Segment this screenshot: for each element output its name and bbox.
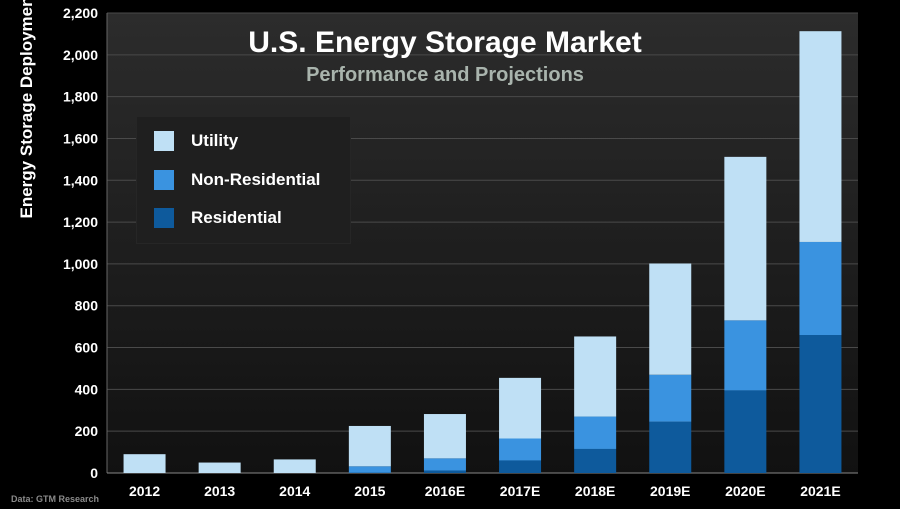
legend: Utility Non-Residential Residential (137, 117, 350, 243)
bar-utility-2015 (348, 425, 391, 467)
x-tick-label: 2020E (725, 483, 765, 499)
bar-non-residential-2019e (649, 374, 692, 422)
bar-non-residential-2016e (423, 458, 466, 471)
y-tick-label: 0 (90, 465, 98, 481)
bar-non-residential-2015 (348, 466, 391, 473)
y-tick-label: 1,600 (63, 130, 98, 146)
legend-item-non-residential: Non-Residential (154, 169, 320, 191)
x-tick-label: 2015 (354, 483, 385, 499)
y-tick-label: 800 (75, 298, 99, 314)
source-note: Data: GTM Research (11, 494, 100, 504)
bar-residential-2019e (649, 421, 692, 473)
y-tick-label: 200 (75, 423, 99, 439)
x-tick-label: 2016E (425, 483, 465, 499)
bar-utility-2021e (799, 31, 842, 242)
x-tick-label: 2021E (800, 483, 840, 499)
x-tick-label: 2012 (129, 483, 160, 499)
legend-item-residential: Residential (154, 207, 282, 229)
x-tick-label: 2013 (204, 483, 235, 499)
y-tick-label: 400 (75, 381, 99, 397)
y-axis-label: Energy Storage Deployment by Segment (MW… (17, 0, 36, 219)
y-tick-label: 2,000 (63, 47, 98, 63)
bar-residential-2017e (499, 460, 542, 473)
y-tick-label: 1,200 (63, 214, 98, 230)
bar-residential-2018e (574, 448, 617, 473)
x-tick-label: 2014 (279, 483, 310, 499)
bar-residential-2020e (724, 390, 767, 473)
legend-label-residential: Residential (191, 208, 282, 227)
bar-utility-2013 (198, 462, 241, 473)
bar-utility-2014 (273, 459, 316, 473)
y-tick-label: 1,400 (63, 172, 98, 188)
legend-label-non-residential: Non-Residential (191, 170, 321, 189)
bar-non-residential-2020e (724, 320, 767, 391)
legend-label-utility: Utility (191, 131, 239, 150)
bar-utility-2012 (123, 454, 166, 473)
y-tick-label: 1,000 (63, 256, 98, 272)
bar-residential-2016e (423, 470, 466, 473)
legend-swatch-residential (154, 208, 174, 228)
bar-residential-2021e (799, 335, 842, 473)
x-tick-label: 2019E (650, 483, 690, 499)
bar-utility-2016e (423, 414, 466, 459)
y-tick-label: 600 (75, 340, 99, 356)
bar-non-residential-2017e (499, 438, 542, 461)
bar-non-residential-2018e (574, 416, 617, 449)
bar-utility-2017e (499, 377, 542, 439)
chart-title: U.S. Energy Storage Market (248, 26, 642, 59)
bar-utility-2019e (649, 263, 692, 375)
legend-swatch-non-residential (154, 170, 174, 190)
y-tick-label: 2,200 (63, 5, 98, 21)
legend-swatch-utility (154, 131, 174, 151)
bar-utility-2018e (574, 336, 617, 417)
x-tick-label: 2017E (500, 483, 540, 499)
legend-item-utility: Utility (154, 130, 238, 152)
y-tick-label: 1,800 (63, 89, 98, 105)
bar-utility-2020e (724, 156, 767, 321)
chart-subtitle: Performance and Projections (306, 64, 584, 86)
bar-non-residential-2021e (799, 241, 842, 335)
x-tick-label: 2018E (575, 483, 615, 499)
